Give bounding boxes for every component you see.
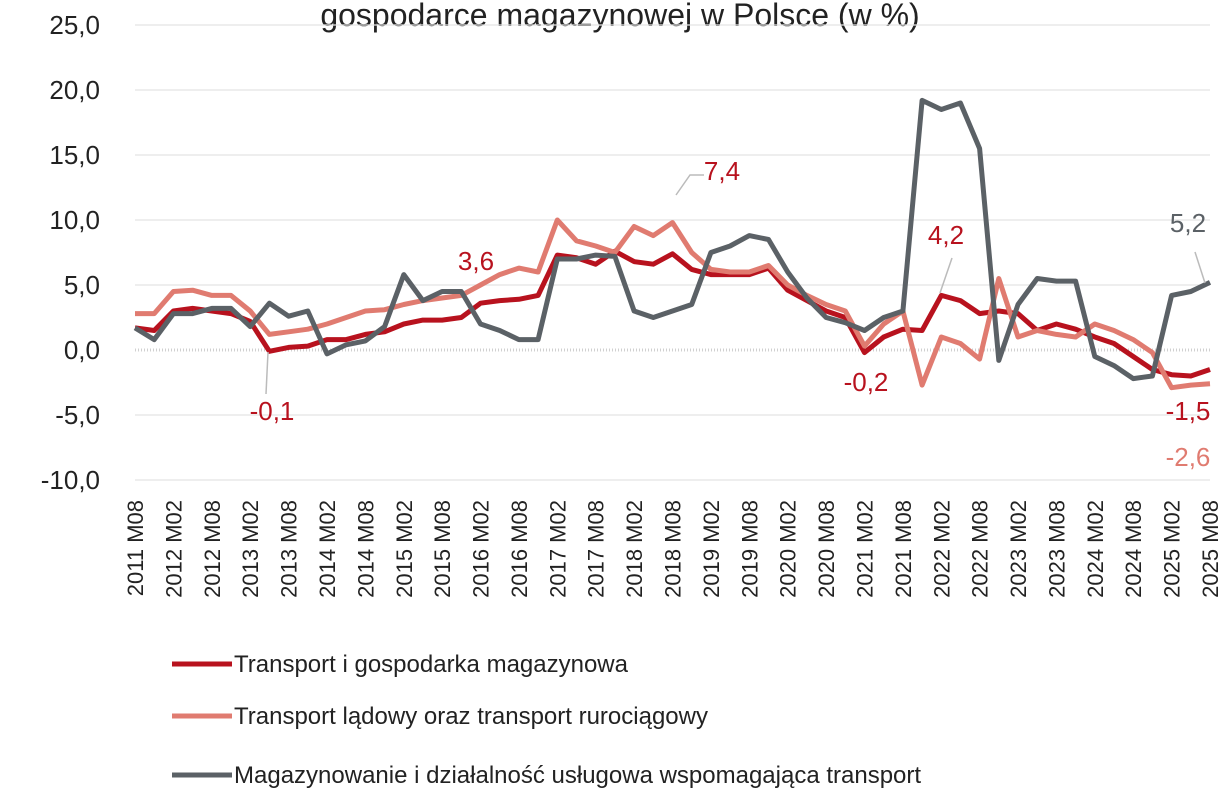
x-tick-label: 2019 M02 — [699, 500, 724, 598]
data-label: 3,6 — [458, 246, 494, 276]
series-line — [135, 217, 1211, 391]
data-label: -0,1 — [250, 396, 295, 426]
x-tick-label: 2015 M02 — [392, 500, 417, 598]
x-tick-label: 2017 M08 — [584, 500, 609, 598]
x-tick-label: 2019 M08 — [737, 500, 762, 598]
y-tick-label: 5,0 — [64, 270, 100, 300]
x-tick-label: 2023 M08 — [1044, 500, 1069, 598]
leader-line — [675, 174, 704, 196]
x-tick-label: 2022 M08 — [968, 500, 993, 598]
legend-label: Magazynowanie i działalność usługowa wsp… — [234, 762, 921, 789]
x-tick-label: 2014 M08 — [353, 500, 378, 598]
data-label: -0,2 — [844, 367, 889, 397]
data-label: 7,4 — [704, 156, 740, 186]
data-label: 5,2 — [1170, 208, 1206, 238]
y-tick-label: 0,0 — [64, 335, 100, 365]
x-tick-label: 2024 M08 — [1121, 500, 1146, 598]
y-tick-label: 10,0 — [49, 205, 100, 235]
y-tick-label: 20,0 — [49, 75, 100, 105]
data-label: 4,2 — [928, 220, 964, 250]
x-tick-label: 2018 M02 — [622, 500, 647, 598]
legend-label: Transport i gospodarka magazynowa — [234, 651, 629, 678]
x-tick-label: 2020 M08 — [814, 500, 839, 598]
legend-label: Transport lądowy oraz transport rurociąg… — [234, 703, 708, 730]
y-tick-label: -5,0 — [55, 400, 100, 430]
series-line — [133, 97, 1212, 382]
series-line — [134, 248, 1211, 379]
x-tick-label: 2023 M02 — [1006, 500, 1031, 598]
data-label: -2,6 — [1166, 442, 1211, 472]
x-tick-label: 2014 M02 — [315, 500, 340, 598]
x-tick-label: 2025 M08 — [1198, 500, 1220, 598]
x-tick-label: 2025 M02 — [1160, 500, 1185, 598]
x-tick-label: 2020 M02 — [776, 500, 801, 598]
x-tick-label: 2011 M08 — [123, 500, 148, 596]
x-tick-label: 2024 M02 — [1083, 500, 1108, 598]
x-tick-label: 2021 M08 — [891, 500, 916, 598]
x-tick-label: 2021 M02 — [852, 500, 877, 598]
y-tick-label: 15,0 — [49, 140, 100, 170]
leader-line — [1194, 251, 1206, 284]
x-tick-label: 2013 M08 — [277, 500, 302, 598]
x-tick-label: 2018 M08 — [661, 500, 686, 598]
y-tick-label: -10,0 — [41, 465, 100, 495]
x-tick-label: 2012 M02 — [161, 500, 186, 598]
x-tick-label: 2015 M08 — [430, 500, 455, 598]
x-tick-label: 2012 M08 — [200, 500, 225, 598]
x-tick-label: 2022 M02 — [929, 500, 954, 598]
data-label: -1,5 — [1166, 396, 1211, 426]
y-tick-label: 25,0 — [49, 10, 100, 40]
leader-line — [939, 257, 953, 294]
leader-line — [265, 351, 269, 395]
chart-title: gospodarce magazynowej w Polsce (w %) — [320, 0, 919, 33]
x-tick-label: 2016 M08 — [507, 500, 532, 598]
x-tick-label: 2013 M02 — [238, 500, 263, 598]
x-tick-label: 2017 M02 — [545, 500, 570, 598]
x-tick-label: 2016 M02 — [469, 500, 494, 598]
